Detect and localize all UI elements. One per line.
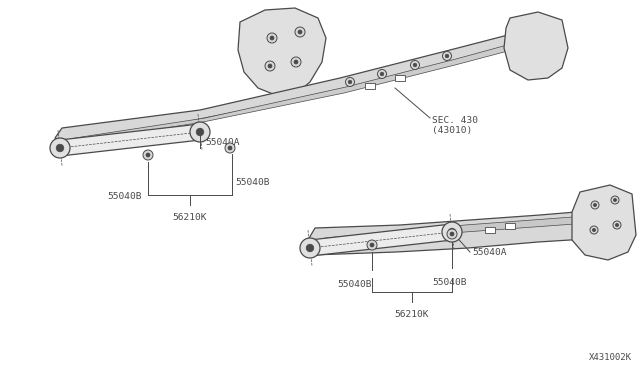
Polygon shape	[365, 83, 375, 89]
Polygon shape	[572, 185, 636, 260]
Polygon shape	[323, 215, 602, 245]
Text: 56210K: 56210K	[173, 213, 207, 222]
Circle shape	[196, 128, 204, 136]
Circle shape	[590, 226, 598, 234]
Circle shape	[593, 203, 596, 206]
Text: 56210K: 56210K	[395, 310, 429, 319]
Circle shape	[445, 54, 449, 58]
Circle shape	[265, 61, 275, 71]
Text: SEC. 430
(43010): SEC. 430 (43010)	[432, 116, 478, 135]
Circle shape	[370, 243, 374, 247]
Circle shape	[298, 30, 302, 34]
Circle shape	[593, 228, 596, 232]
Circle shape	[613, 198, 616, 202]
Polygon shape	[73, 36, 542, 143]
Circle shape	[146, 153, 150, 157]
Circle shape	[228, 146, 232, 150]
Circle shape	[346, 77, 355, 87]
Circle shape	[190, 122, 210, 142]
Circle shape	[447, 229, 457, 239]
Polygon shape	[55, 28, 548, 148]
Text: 55040B: 55040B	[235, 178, 269, 187]
Circle shape	[413, 63, 417, 67]
Text: 55040A: 55040A	[472, 247, 506, 257]
Circle shape	[380, 72, 384, 76]
Polygon shape	[59, 124, 201, 156]
Text: 55040A: 55040A	[205, 138, 239, 147]
Circle shape	[270, 36, 274, 40]
Circle shape	[410, 61, 419, 70]
Circle shape	[294, 60, 298, 64]
Circle shape	[143, 150, 153, 160]
Polygon shape	[505, 223, 515, 229]
Circle shape	[378, 70, 387, 78]
Circle shape	[50, 138, 70, 158]
Text: X431002K: X431002K	[589, 353, 632, 362]
Circle shape	[348, 80, 352, 84]
Polygon shape	[309, 224, 453, 256]
Circle shape	[268, 64, 272, 68]
Circle shape	[611, 196, 619, 204]
Circle shape	[450, 232, 454, 236]
Circle shape	[291, 57, 301, 67]
Circle shape	[591, 201, 599, 209]
Circle shape	[613, 221, 621, 229]
Circle shape	[295, 27, 305, 37]
Polygon shape	[485, 227, 495, 233]
Polygon shape	[395, 75, 405, 81]
Polygon shape	[308, 210, 610, 255]
Text: 55040B: 55040B	[433, 278, 467, 287]
Circle shape	[442, 222, 462, 242]
Text: 55040B: 55040B	[338, 280, 372, 289]
Circle shape	[300, 238, 320, 258]
Circle shape	[448, 228, 456, 236]
Polygon shape	[504, 12, 568, 80]
Circle shape	[306, 244, 314, 252]
Circle shape	[442, 51, 451, 61]
Circle shape	[616, 224, 619, 227]
Text: 55040B: 55040B	[108, 192, 142, 201]
Polygon shape	[238, 8, 326, 96]
Circle shape	[367, 240, 377, 250]
Circle shape	[225, 143, 235, 153]
Circle shape	[267, 33, 277, 43]
Circle shape	[56, 144, 64, 152]
